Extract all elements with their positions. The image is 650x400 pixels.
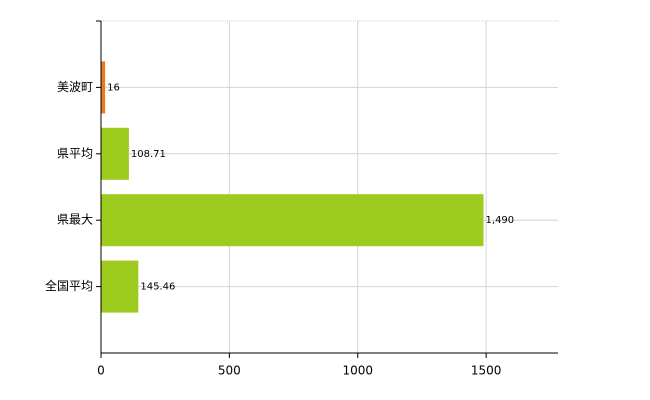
y-tick-label: 全国平均 xyxy=(45,278,93,293)
y-tick-label: 県平均 xyxy=(57,146,93,160)
y-tick-label: 美波町 xyxy=(57,80,93,94)
x-tick-label: 0 xyxy=(97,364,105,378)
x-tick-label: 500 xyxy=(218,364,241,378)
x-tick-label: 1500 xyxy=(471,364,502,378)
value-label: 108.71 xyxy=(131,149,166,160)
bar xyxy=(101,194,484,247)
bar xyxy=(101,127,129,180)
y-tick-label: 県最大 xyxy=(57,213,93,227)
value-label: 1,490 xyxy=(486,215,515,226)
bar xyxy=(101,61,106,114)
bar xyxy=(101,260,139,313)
value-label: 145.46 xyxy=(140,282,175,293)
value-label: 16 xyxy=(107,82,120,93)
x-tick-label: 1000 xyxy=(342,364,373,378)
